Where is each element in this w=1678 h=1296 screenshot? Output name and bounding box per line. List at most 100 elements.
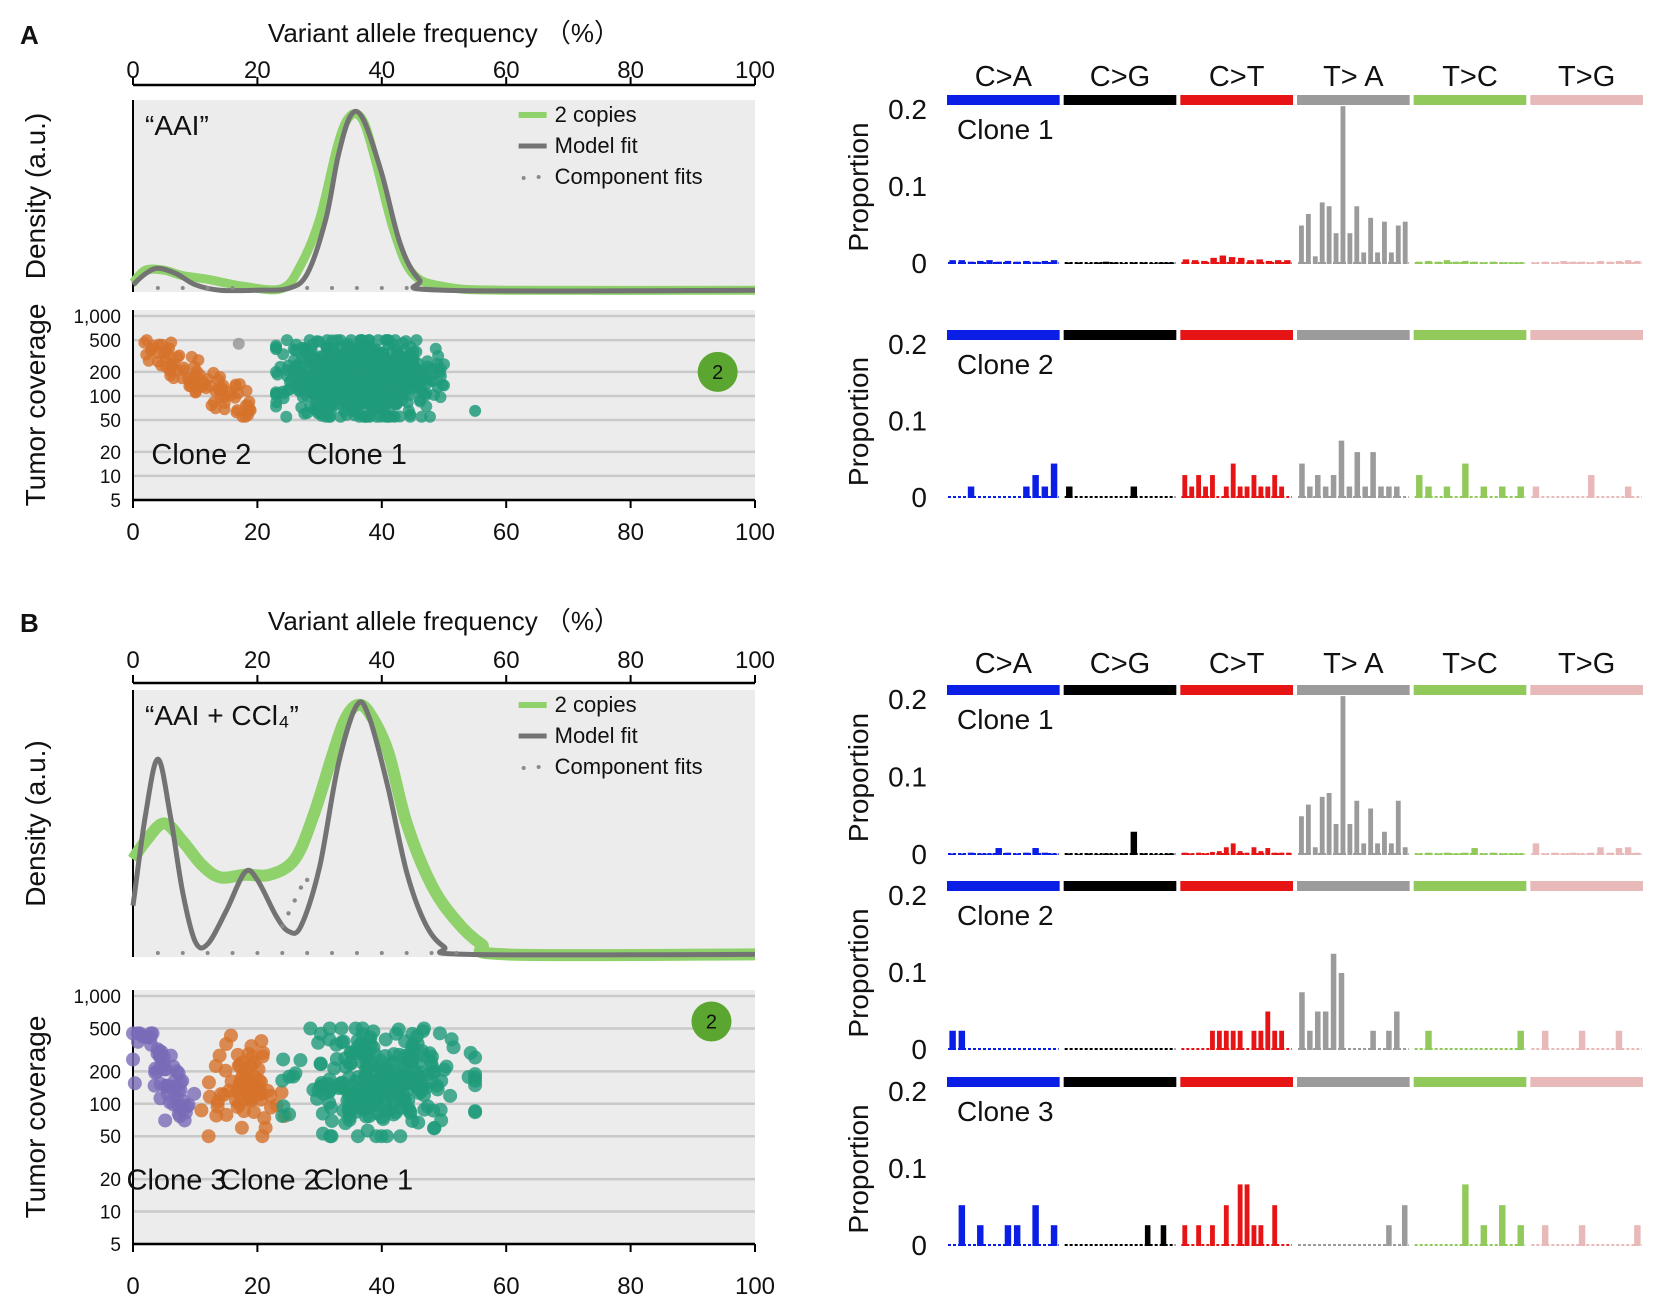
spectrum-bar [1144, 1225, 1151, 1246]
spectrum-group-label: T> A [1323, 61, 1384, 93]
spectrum-y-tick-label: 0.2 [888, 684, 927, 715]
scatter-point [375, 356, 388, 369]
scatter-point [218, 1063, 233, 1078]
spectrum-bar [958, 853, 966, 855]
spectrum-group-band [1530, 685, 1643, 695]
spectrum-group-band [1180, 881, 1293, 891]
spectrum-bar [1230, 843, 1236, 855]
component-fit-dot [298, 885, 304, 890]
spectrum-group-band [1063, 685, 1177, 695]
spectrum-bar [1013, 261, 1021, 264]
spectrum-bar [1182, 852, 1188, 855]
coverage-y-tick-label: 20 [100, 443, 121, 464]
scatter-point [404, 1040, 419, 1055]
scatter-point [177, 361, 190, 374]
density-x-title: Variant allele frequency （%） [268, 18, 620, 48]
curve-model-fit [131, 108, 756, 294]
spectrum-bar [1004, 852, 1012, 855]
spectrum-group-band [1063, 95, 1177, 105]
spectrum-bar [1452, 853, 1460, 855]
scatter-point [381, 1103, 396, 1118]
spectrum-bar [1434, 261, 1441, 264]
scatter-point [359, 1080, 374, 1095]
spectrum-bar [1238, 257, 1245, 264]
spectrum-bar [1378, 486, 1384, 498]
spectrum-bar [995, 261, 1002, 264]
spectrum-bar [1394, 486, 1400, 498]
scatter-point [344, 1045, 359, 1060]
spectrum-bar [1307, 1030, 1313, 1050]
scatter-point [165, 336, 178, 349]
scatter-point [379, 334, 392, 347]
legend-label-component-fits: Component fits [555, 754, 703, 779]
spectrum-bar [1216, 851, 1222, 855]
spectrum-bar [1361, 252, 1367, 264]
scatter-point [210, 1099, 225, 1114]
spectrum-bar [958, 1205, 966, 1246]
spectrum-bar [986, 853, 993, 855]
spectrum-bar [1480, 1225, 1488, 1246]
spectrum-bar [1210, 475, 1215, 498]
spectrum-bar [1395, 800, 1401, 855]
spectrum-bar [1244, 1184, 1250, 1246]
spectrum-bar [1237, 851, 1243, 855]
scatter-point [429, 342, 442, 355]
scatter-point [366, 395, 379, 408]
scatter-point [393, 1101, 408, 1116]
scatter-point [192, 354, 205, 367]
scatter-point [244, 1039, 259, 1054]
scatter-point [215, 381, 228, 394]
scatter-point [369, 384, 382, 397]
spectrum-bar [1480, 853, 1488, 855]
spectrum-bar [1182, 259, 1190, 264]
coverage-x-tick-label: 60 [493, 519, 520, 546]
spectrum-bar [1158, 854, 1165, 855]
spectrum-bar [1471, 848, 1478, 855]
spectrum-bar [1041, 852, 1049, 855]
spectrum-bar [1299, 992, 1305, 1050]
spectrum-bar [1279, 852, 1285, 855]
legend-label-2-copies: 2 copies [555, 692, 637, 717]
spectrum-bar [1340, 106, 1346, 265]
spectrum-bar [1569, 261, 1577, 264]
spectrum-bar [1319, 796, 1325, 855]
spectrum-bar [1634, 260, 1641, 264]
spectrum-group-label: T>G [1558, 61, 1615, 93]
spectrum-bar [1244, 852, 1250, 855]
spectrum-bar [1462, 260, 1469, 264]
scatter-point [351, 384, 364, 397]
scatter-point [232, 337, 245, 350]
scatter-point [393, 1129, 408, 1144]
spectrum-bar [1272, 1205, 1278, 1246]
panel-letter: B [20, 608, 39, 638]
spectrum-y-tick-label: 0.1 [888, 957, 927, 988]
spectrum-bar [1425, 486, 1432, 498]
spectrum-bar [1139, 853, 1147, 855]
scatter-point [395, 372, 408, 385]
scatter-point [378, 1032, 393, 1047]
scatter-point [468, 1050, 483, 1065]
coverage-y-tick-label: 20 [100, 1170, 121, 1191]
spectrum-bar [1196, 1225, 1202, 1246]
density-y-label: Density (a.u.) [20, 740, 51, 907]
spectrum-bar [1223, 1030, 1229, 1050]
spectrum-y-tick-label: 0 [911, 839, 927, 870]
spectrum-bar [1382, 831, 1387, 855]
spectrum-clone-2: 0.2 0.1 0 Proportion Clone 2 [843, 880, 1643, 1065]
spectrum-bar [1196, 475, 1202, 498]
spectrum-bar [1330, 953, 1337, 1050]
spectrum-group-band [1413, 881, 1527, 891]
component-fit-dot [404, 951, 409, 955]
scatter-point [324, 345, 337, 358]
legend-swatch-component [521, 176, 526, 180]
spectrum-bar [1130, 831, 1138, 855]
spectrum-group-band [1180, 685, 1293, 695]
spectrum-bar [1216, 1030, 1222, 1050]
spectrum-bar [1258, 486, 1264, 498]
spectrum-bar [1314, 1011, 1321, 1050]
spectrum-bar [1541, 1030, 1549, 1050]
spectrum-bar [1354, 452, 1361, 498]
scatter-point [375, 1086, 390, 1101]
component-fit-dot [379, 951, 384, 955]
